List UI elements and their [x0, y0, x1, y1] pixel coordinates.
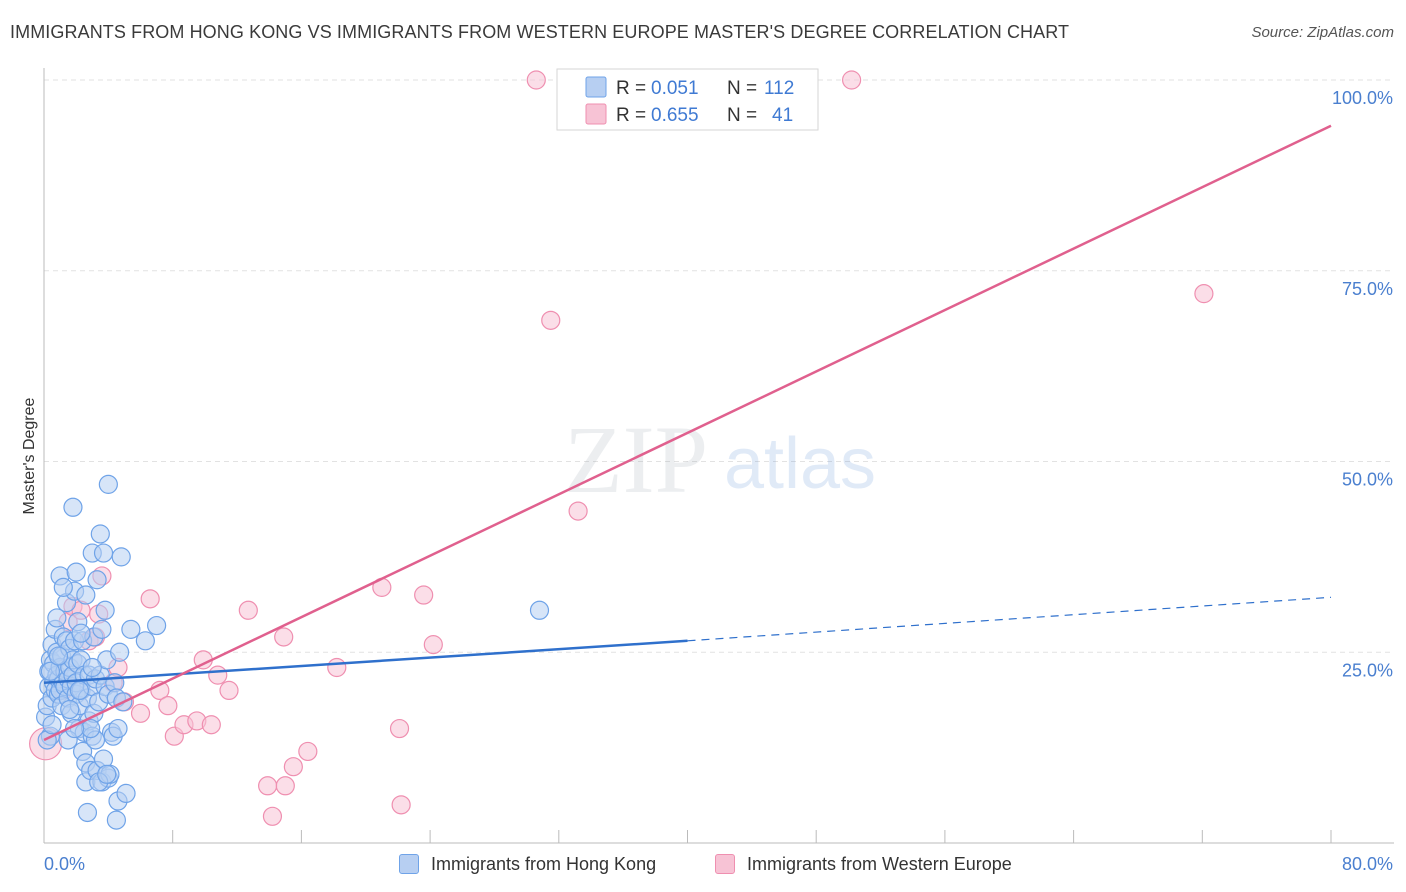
gridlines: [44, 79, 1394, 653]
hong-kong-trendline-extension: [687, 596, 1332, 642]
hong-kong-point: [76, 585, 96, 605]
western-europe-point: [541, 310, 561, 330]
western-europe-point: [283, 757, 303, 777]
hong-kong-point: [110, 642, 130, 662]
y-tick-label: 25.0%: [1342, 660, 1393, 680]
hong-kong-point: [60, 699, 80, 720]
hong-kong-point: [66, 562, 86, 582]
western-europe-point: [238, 600, 258, 620]
hong-kong-trendline: [43, 639, 688, 685]
western-europe-point: [389, 718, 410, 739]
western-europe-point: [841, 70, 862, 90]
hong-kong-point: [92, 619, 112, 639]
stats-n-value-blue: 112: [764, 78, 794, 99]
hong-kong-point: [135, 631, 155, 651]
western-europe-point: [391, 795, 411, 815]
western-europe-point: [414, 585, 434, 605]
western-europe-point: [130, 703, 151, 723]
hong-kong-point: [98, 474, 118, 494]
hong-kong-point: [53, 577, 73, 597]
hong-kong-points: [36, 474, 550, 830]
chart-title: IMMIGRANTS FROM HONG KONG VS IMMIGRANTS …: [10, 22, 1070, 42]
chart-source: Source: ZipAtlas.com: [1251, 24, 1394, 41]
stats-swatch-blue: [585, 76, 607, 98]
western-europe-point: [258, 776, 278, 796]
hong-kong-point: [63, 497, 83, 517]
stats-r-value-pink: 0.655: [651, 105, 699, 126]
stats-n-label-blue: N =: [727, 78, 757, 99]
hong-kong-point: [81, 718, 101, 739]
legend-item-western-europe[interactable]: Immigrants from Western Europe: [715, 851, 1012, 877]
y-tick-label: 50.0%: [1342, 470, 1393, 490]
hong-kong-point: [71, 623, 91, 643]
legend-label-hong-kong: Immigrants from Hong Kong: [431, 853, 657, 874]
stats-n-value-pink: 41: [772, 105, 793, 126]
western-europe-point: [275, 776, 295, 796]
watermark-atlas: atlas: [724, 424, 876, 504]
hong-kong-point: [90, 524, 110, 544]
hong-kong-point: [93, 543, 114, 563]
hong-kong-point: [87, 570, 107, 590]
legend-item-hong-kong[interactable]: Immigrants from Hong Kong: [399, 851, 656, 877]
stats-n-label-pink: N =: [727, 105, 757, 126]
hong-kong-point: [77, 802, 98, 823]
y-tick-label: 100.0%: [1332, 88, 1393, 108]
hong-kong-point: [95, 600, 115, 620]
stats-r-value-blue: 0.051: [651, 78, 699, 99]
x-tick-label-min: 0.0%: [44, 854, 85, 874]
stats-legend-box: R = 0.051 N = 112 R = 0.655 N = 41: [556, 68, 819, 131]
western-europe-point: [526, 70, 546, 90]
western-europe-point: [274, 627, 294, 647]
hong-kong-point: [106, 810, 126, 830]
y-axis-label: Master's Degree: [21, 397, 38, 514]
hong-kong-point: [529, 600, 550, 620]
hong-kong-point: [108, 718, 128, 739]
western-europe-point: [201, 715, 221, 735]
hong-kong-point: [48, 646, 69, 666]
legend-swatch-pink: [715, 854, 735, 874]
hong-kong-point: [42, 715, 62, 735]
hong-kong-point: [47, 608, 67, 628]
stats-swatch-pink: [585, 103, 607, 125]
hong-kong-point: [97, 764, 117, 784]
tick-labels: 100.0% 75.0% 50.0% 25.0% 0.0% 80.0%: [44, 88, 1393, 874]
western-europe-point: [208, 665, 228, 685]
legend-label-western-europe: Immigrants from Western Europe: [747, 853, 1012, 874]
axes: [43, 68, 1394, 844]
hong-kong-point: [69, 680, 89, 701]
hong-kong-point: [116, 783, 136, 804]
western-europe-point: [219, 680, 239, 701]
y-tick-label: 75.0%: [1342, 279, 1393, 299]
western-europe-trendline: [43, 124, 1332, 742]
x-tick-label-max: 80.0%: [1342, 854, 1393, 874]
hong-kong-point: [40, 661, 61, 681]
western-europe-point: [1194, 284, 1214, 304]
western-europe-point: [262, 806, 283, 826]
western-europe-point: [140, 589, 160, 609]
western-europe-point: [327, 657, 347, 678]
stats-r-label-pink: R =: [616, 105, 646, 126]
watermark-zip: ZIP: [564, 406, 708, 513]
stats-r-label-blue: R =: [616, 78, 646, 99]
trendlines: [43, 124, 1332, 742]
western-europe-point: [298, 741, 318, 762]
western-europe-point: [158, 696, 178, 716]
legend-swatch-blue: [399, 854, 419, 874]
hong-kong-point: [82, 657, 102, 678]
hong-kong-point: [111, 547, 131, 567]
hong-kong-point: [147, 615, 167, 636]
hong-kong-point: [121, 619, 141, 639]
western-europe-point: [568, 501, 588, 521]
watermark: ZIP atlas: [564, 406, 876, 513]
western-europe-point: [423, 635, 443, 655]
